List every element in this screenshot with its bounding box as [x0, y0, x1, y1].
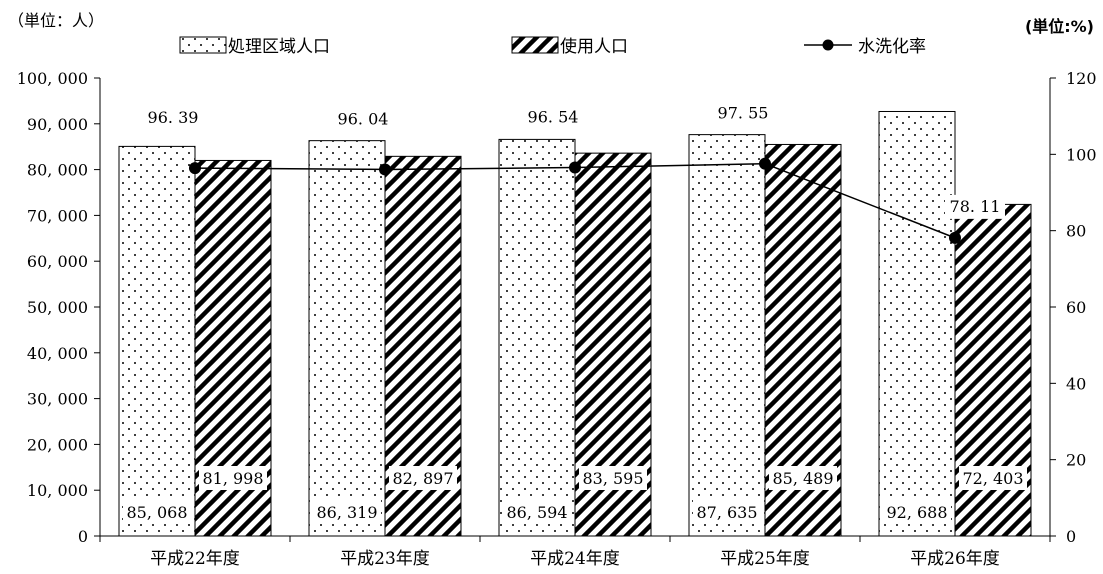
right-tick-label: 120 [1066, 69, 1097, 88]
left-tick-label: 60, 000 [27, 252, 88, 271]
bar-processing-population [498, 138, 576, 537]
legend: 処理区域人口 使用人口 水洗化率 [179, 36, 926, 57]
data-label-bg [959, 466, 1027, 490]
flush-rate-marker [949, 231, 961, 244]
data-label-bg [123, 500, 191, 524]
left-tick-label: 80, 000 [27, 161, 88, 180]
data-label-users-population: 82, 897 [392, 469, 453, 488]
data-label-flush-rate: 96. 39 [148, 108, 199, 127]
data-label-flush-rate: 96. 04 [338, 109, 389, 128]
data-label-processing-population: 85, 068 [126, 503, 187, 522]
legend-label-processing-population: 処理区域人口 [228, 37, 330, 57]
left-tick-label: 100, 000 [17, 69, 88, 88]
data-label-flush-rate: 96. 54 [528, 108, 579, 127]
data-label-bg [693, 500, 761, 524]
right-tick-label: 80 [1066, 222, 1086, 241]
left-tick-label: 40, 000 [27, 344, 88, 363]
right-tick-label: 0 [1066, 527, 1076, 546]
data-label-processing-population: 87, 635 [696, 503, 757, 522]
flush-rate-line [189, 157, 961, 244]
data-label-bg [389, 466, 457, 490]
category-label: 平成24年度 [530, 549, 620, 569]
legend-label-users-population: 使用人口 [560, 36, 628, 57]
right-tick-label: 100 [1066, 145, 1097, 164]
data-labels: 85, 068 81, 998 86, 319 82, 897 86, 594 83, 5… [123, 104, 1027, 524]
right-unit-label: (単位:%) [1025, 17, 1094, 36]
bar-processing-population [308, 140, 386, 537]
data-label-flush-rate: 97. 55 [718, 104, 769, 123]
left-axis-ticks: 0 10, 000 20, 000 30, 000 40, 000 50, 000 60, … [17, 69, 100, 546]
data-label-bg [769, 466, 837, 490]
data-label-bg [503, 500, 571, 524]
data-label-users-population: 81, 998 [202, 469, 263, 488]
data-label-processing-population: 86, 594 [506, 503, 567, 522]
flush-rate-marker [379, 163, 391, 176]
left-unit-label: （単位：人） [8, 11, 104, 30]
data-label-bg [199, 466, 267, 490]
bar-processing-population [878, 110, 956, 537]
data-label-bg [579, 466, 647, 490]
category-label: 平成22年度 [150, 549, 240, 569]
left-tick-label: 70, 000 [27, 206, 88, 225]
bar-processing-population [118, 145, 196, 537]
right-axis-ticks: 0 20 40 60 80 100 120 [1050, 69, 1097, 546]
category-label: 平成23年度 [340, 549, 430, 569]
data-label-processing-population: 92, 688 [886, 503, 947, 522]
legend-label-flush-rate: 水洗化率 [858, 37, 926, 57]
right-tick-label: 60 [1066, 298, 1086, 317]
data-label-users-population: 83, 595 [582, 469, 643, 488]
data-label-flush-rate: 78. 11 [950, 197, 1001, 216]
flush-rate-marker [569, 161, 581, 174]
right-tick-label: 40 [1066, 374, 1086, 393]
left-tick-label: 90, 000 [27, 115, 88, 134]
data-label-bg [313, 500, 381, 524]
left-tick-label: 30, 000 [27, 390, 88, 409]
data-label-users-population: 72, 403 [962, 469, 1023, 488]
x-axis-ticks: 平成22年度 平成23年度 平成24年度 平成25年度 平成26年度 [99, 536, 1051, 569]
data-label-users-population: 85, 489 [772, 469, 833, 488]
bar-processing-population [688, 134, 766, 537]
flush-rate-marker [759, 157, 771, 170]
legend-swatch-dots [179, 36, 227, 54]
left-tick-label: 50, 000 [27, 298, 88, 317]
flush-rate-marker [189, 162, 201, 175]
category-label: 平成26年度 [910, 549, 1000, 569]
legend-swatch-stripes [511, 36, 559, 54]
legend-swatch-marker [822, 39, 834, 51]
right-tick-label: 20 [1066, 451, 1086, 470]
data-label-bg [883, 500, 951, 524]
data-label-bg [945, 194, 1005, 219]
left-tick-label: 0 [78, 527, 88, 546]
data-label-processing-population: 86, 319 [316, 503, 377, 522]
left-tick-label: 20, 000 [27, 435, 88, 454]
category-label: 平成25年度 [720, 549, 810, 569]
left-tick-label: 10, 000 [27, 481, 88, 500]
